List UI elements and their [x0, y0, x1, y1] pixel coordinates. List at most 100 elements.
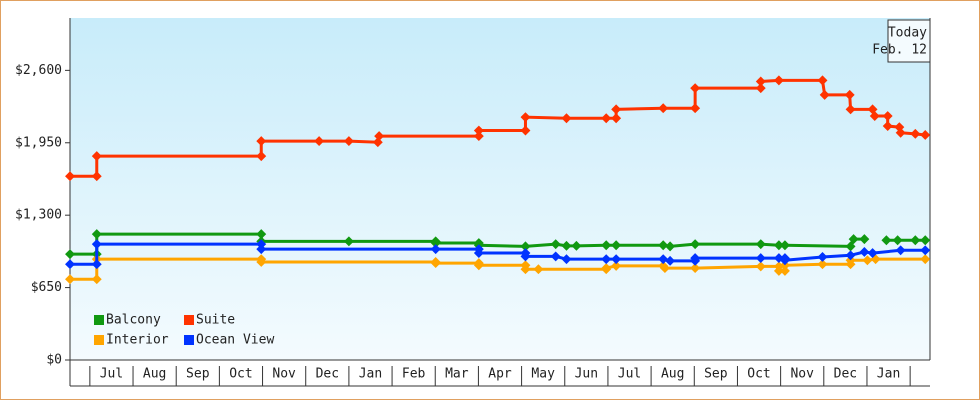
- point-marker: [550, 251, 561, 262]
- point-marker: [845, 104, 856, 115]
- point-marker: [91, 229, 102, 240]
- point-marker: [817, 75, 828, 86]
- legend-label: Balcony: [106, 313, 161, 328]
- x-tick-label: Feb: [402, 367, 426, 382]
- x-tick-label: Nov: [272, 367, 296, 382]
- legend-swatch: [94, 335, 104, 345]
- point-marker: [920, 130, 931, 140]
- point-marker: [881, 235, 892, 246]
- x-tick-label: Sep: [704, 367, 728, 382]
- y-tick-label: $0: [46, 353, 62, 368]
- x-tick-label: Jun: [575, 367, 598, 382]
- point-marker: [601, 240, 612, 251]
- point-marker: [65, 249, 75, 260]
- point-marker: [659, 263, 670, 274]
- x-tick-label: Apr: [488, 367, 512, 382]
- point-marker: [665, 241, 676, 252]
- point-marker: [844, 89, 855, 100]
- point-marker: [533, 264, 544, 275]
- plot-area: [70, 18, 930, 360]
- point-marker: [862, 255, 873, 266]
- point-marker: [773, 240, 784, 251]
- point-marker: [601, 263, 612, 274]
- point-marker: [859, 234, 870, 245]
- legend-swatch: [94, 315, 104, 325]
- x-tick-label: Jul: [100, 367, 123, 382]
- point-marker: [473, 131, 484, 142]
- x-tick-label: Nov: [790, 367, 814, 382]
- point-marker: [817, 259, 828, 270]
- point-marker: [91, 151, 102, 162]
- point-marker: [690, 239, 701, 250]
- x-tick-label: Sep: [186, 367, 210, 382]
- point-marker: [611, 104, 622, 115]
- point-marker: [520, 112, 531, 123]
- point-marker: [755, 253, 766, 264]
- point-marker: [848, 234, 859, 245]
- point-marker: [755, 239, 766, 250]
- point-marker: [690, 103, 701, 114]
- point-marker: [343, 236, 354, 247]
- point-marker: [343, 136, 354, 147]
- legend-label: Suite: [196, 313, 235, 328]
- legend-label: Interior: [106, 333, 169, 348]
- point-marker: [520, 251, 531, 262]
- point-marker: [65, 171, 75, 182]
- x-tick-label: Oct: [229, 367, 252, 382]
- today-box: [887, 19, 931, 63]
- point-marker: [882, 121, 893, 132]
- point-marker: [910, 235, 921, 246]
- x-tick-label: Aug: [143, 367, 166, 382]
- point-marker: [895, 245, 906, 256]
- x-tick-label: Oct: [747, 367, 770, 382]
- point-marker: [601, 254, 612, 265]
- point-marker: [779, 265, 790, 276]
- point-marker: [256, 229, 267, 240]
- point-marker: [256, 136, 267, 147]
- point-marker: [690, 83, 701, 94]
- point-marker: [920, 245, 931, 256]
- point-marker: [91, 239, 102, 250]
- point-marker: [314, 136, 325, 147]
- legend-swatch: [184, 315, 194, 325]
- point-marker: [611, 240, 622, 251]
- point-marker: [779, 255, 790, 266]
- point-marker: [256, 244, 267, 255]
- point-marker: [520, 264, 531, 275]
- point-marker: [882, 111, 893, 121]
- point-marker: [819, 89, 830, 100]
- point-marker: [520, 241, 531, 252]
- point-marker: [374, 131, 385, 142]
- point-marker: [779, 260, 790, 271]
- point-marker: [550, 239, 561, 250]
- point-marker: [256, 257, 267, 267]
- today-date: Feb. 12: [872, 43, 927, 58]
- x-tick-label: Aug: [661, 367, 684, 382]
- x-tick-label: Jan: [359, 367, 382, 382]
- y-tick-label: $1,950: [15, 135, 62, 150]
- point-marker: [256, 151, 267, 162]
- x-tick-label: Mar: [445, 367, 469, 382]
- point-marker: [430, 258, 441, 269]
- point-marker: [430, 238, 441, 248]
- y-tick-label: $2,600: [15, 63, 62, 78]
- point-marker: [665, 255, 676, 266]
- legend-swatch: [184, 335, 194, 345]
- x-tick-label: May: [531, 367, 555, 382]
- point-marker: [690, 253, 701, 264]
- point-marker: [779, 240, 790, 251]
- x-tick-label: Dec: [834, 367, 857, 382]
- point-marker: [845, 250, 856, 261]
- point-marker: [571, 240, 582, 251]
- series-line: [70, 242, 926, 266]
- point-marker: [611, 113, 622, 124]
- point-marker: [473, 260, 484, 271]
- point-marker: [910, 128, 921, 139]
- point-marker: [755, 83, 766, 94]
- point-marker: [601, 113, 612, 124]
- y-tick-label: $1,300: [15, 208, 62, 223]
- point-marker: [561, 113, 572, 124]
- point-marker: [755, 261, 766, 272]
- point-marker: [611, 254, 622, 265]
- legend-label: Ocean View: [196, 333, 274, 348]
